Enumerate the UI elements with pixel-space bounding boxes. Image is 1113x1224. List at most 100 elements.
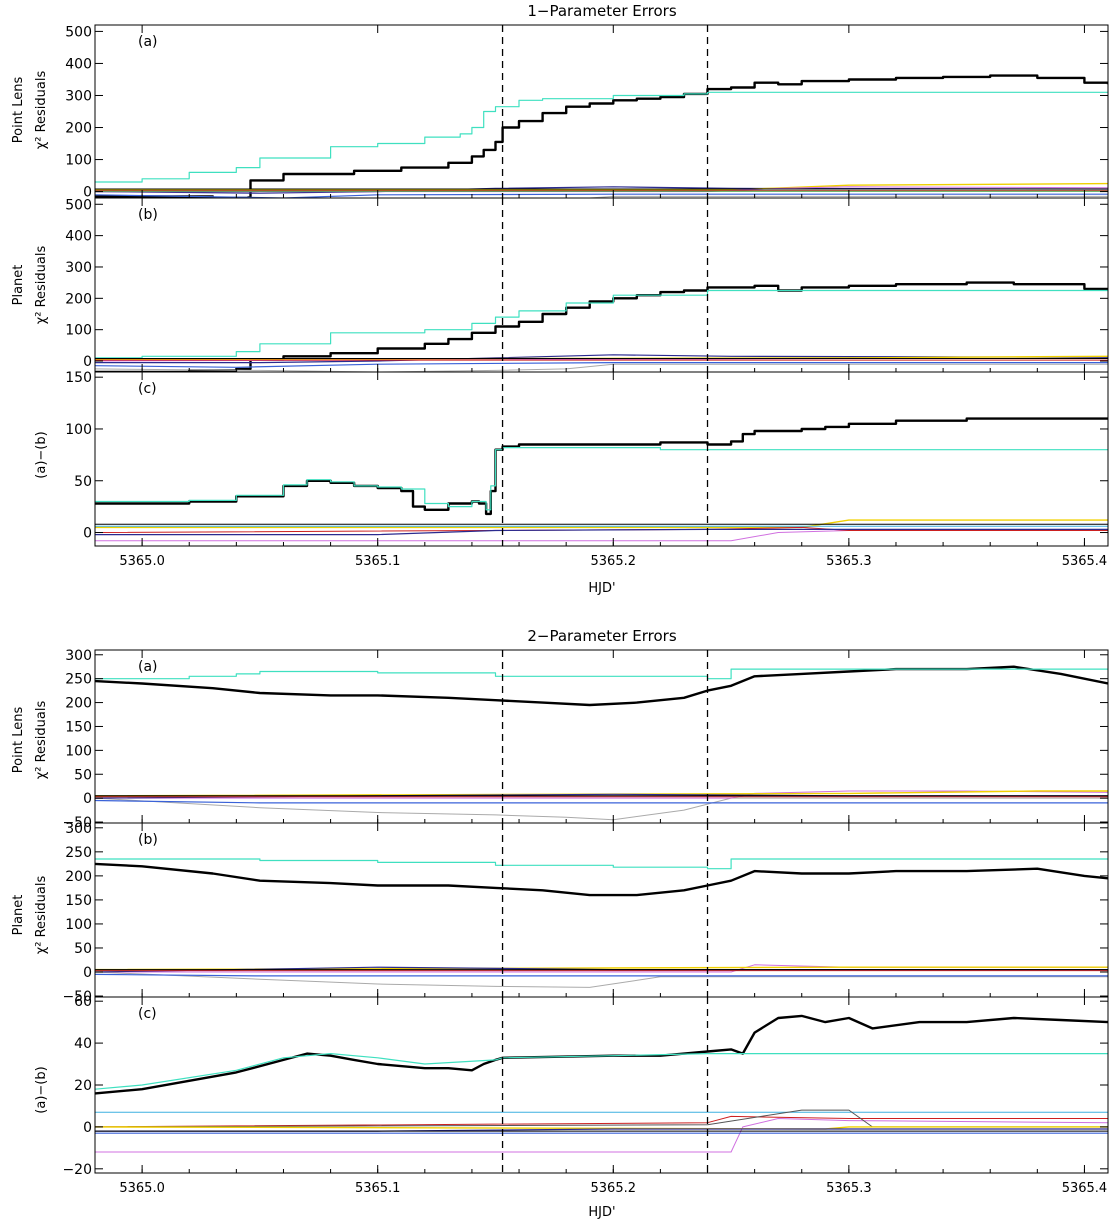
x-axis-label-2: HJD' [588, 1205, 615, 1220]
series-group [95, 417, 1108, 542]
series-line-1 [95, 665, 1108, 707]
series-line-3 [95, 971, 1108, 988]
series-group [95, 74, 1108, 198]
y-tick-label: 150 [65, 719, 92, 735]
y-tick-label: 50 [74, 767, 92, 783]
y-tick-label: 300 [65, 88, 92, 104]
y-tick-label: 50 [74, 474, 92, 490]
y-tick-label: 50 [74, 941, 92, 957]
row-label-chi2-1a: χ² Residuals [34, 71, 49, 150]
panel-letter: (c) [138, 381, 157, 397]
panel-1: 0 100 200 300 400 500 (a) [65, 24, 1109, 201]
series-line-5 [95, 790, 1108, 797]
x-tick-label: 5365.0 [119, 1181, 165, 1196]
series-line-6 [95, 528, 1108, 536]
y-tick-label: 40 [74, 1036, 92, 1052]
y-tick-label: 0 [83, 526, 92, 542]
x-tick-label: 5365.4 [1062, 1181, 1108, 1196]
y-tick-label: 500 [65, 197, 92, 213]
y-tick-label: 500 [65, 24, 92, 40]
series-line-3 [95, 797, 1108, 821]
series-line-2 [95, 858, 1108, 870]
series-line-2 [95, 668, 1108, 680]
row-label-point-lens-1: Point Lens [11, 77, 26, 144]
panel-3: 0 50 100 150 5365.0 5365.1 5365.2 5365.3 5365.4 (… [65, 370, 1109, 569]
series-line-4 [95, 1118, 1108, 1153]
series-line-1 [95, 74, 1108, 198]
row-label-chi2-2b: χ² Residuals [34, 876, 49, 955]
series-line-2 [95, 289, 1108, 359]
panel-frame [94, 996, 1109, 1174]
panel-letter: (c) [138, 1006, 157, 1022]
y-tick-label: 300 [65, 821, 92, 837]
x-tick-label: 5365.2 [591, 554, 637, 569]
y-tick-label: 100 [65, 917, 92, 933]
x-tick-label: 5365.1 [355, 1181, 401, 1196]
y-tick-label: 250 [65, 845, 92, 861]
y-tick-label: 400 [65, 229, 92, 245]
y-tick-label: −20 [62, 1162, 92, 1178]
series-group [95, 665, 1108, 821]
panel-frame [94, 371, 1109, 547]
x-tick-label: 5365.3 [826, 554, 872, 569]
panel-letter: (a) [138, 34, 158, 50]
y-tick-label: 300 [65, 260, 92, 276]
series-group [95, 1014, 1108, 1153]
y-tick-label: 150 [65, 893, 92, 909]
panel-6: −20 0 20 40 60 5365.0 5365.1 5365.2 5365.3 5365.4… [62, 994, 1109, 1196]
series-line-7 [95, 973, 1108, 977]
panel-2: 0 100 200 300 400 500 (b) [65, 197, 1109, 373]
y-tick-label: 200 [65, 291, 92, 307]
series-line-2 [95, 91, 1108, 183]
x-tick-label: 5365.2 [591, 1181, 637, 1196]
y-tick-label: −50 [62, 989, 92, 1005]
y-tick-label: 200 [65, 121, 92, 137]
panel-letter: (b) [138, 207, 158, 223]
series-line-6 [95, 182, 1108, 191]
series-line-7 [95, 799, 1108, 804]
x-axis-label-1: HJD' [588, 581, 615, 596]
row-label-point-lens-2: Point Lens [11, 707, 26, 774]
row-label-diff-1: (a)−(b) [34, 431, 49, 478]
series-line-1 [95, 1014, 1108, 1095]
y-tick-label: 100 [65, 743, 92, 759]
y-tick-label: 100 [65, 422, 92, 438]
x-tick-label: 5365.3 [826, 1181, 872, 1196]
section-title-2: 2−Parameter Errors [527, 627, 676, 645]
row-label-chi2-2a: χ² Residuals [34, 701, 49, 780]
series-line-5 [95, 1115, 1108, 1128]
panel-4: −50 0 50 100 150 200 250 300 (a) [62, 648, 1109, 831]
y-tick-label: 200 [65, 696, 92, 712]
y-tick-label: 0 [83, 354, 92, 370]
row-label-planet-2: Planet [11, 895, 26, 936]
series-line-1 [95, 862, 1108, 897]
y-tick-label: 200 [65, 869, 92, 885]
y-tick-label: 100 [65, 153, 92, 169]
y-tick-label: 400 [65, 56, 92, 72]
section-title-1: 1−Parameter Errors [527, 2, 676, 20]
series-line-7 [95, 1126, 1108, 1130]
series-group [95, 281, 1108, 372]
y-tick-label: 250 [65, 672, 92, 688]
y-tick-label: 0 [83, 185, 92, 201]
y-tick-label: 0 [83, 965, 92, 981]
series-line-3 [95, 519, 1108, 529]
y-tick-label: 150 [65, 370, 92, 386]
panel-5: −50 0 50 100 150 200 250 300 (b) [62, 821, 1109, 1005]
y-tick-label: 0 [83, 1120, 92, 1136]
series-line-3 [95, 354, 1108, 364]
series-line-2 [95, 1053, 1108, 1090]
panel-letter: (b) [138, 832, 158, 848]
row-label-planet-1: Planet [11, 265, 26, 306]
y-tick-label: 60 [74, 994, 92, 1010]
series-line-2 [95, 447, 1108, 511]
series-line-3 [95, 186, 1108, 194]
series-group [95, 858, 1108, 988]
y-tick-label: 100 [65, 323, 92, 339]
y-tick-label: −50 [62, 815, 92, 831]
series-line-1 [95, 281, 1108, 372]
y-tick-label: 300 [65, 648, 92, 664]
row-label-chi2-1b: χ² Residuals [34, 246, 49, 325]
x-tick-label: 5365.4 [1062, 554, 1108, 569]
